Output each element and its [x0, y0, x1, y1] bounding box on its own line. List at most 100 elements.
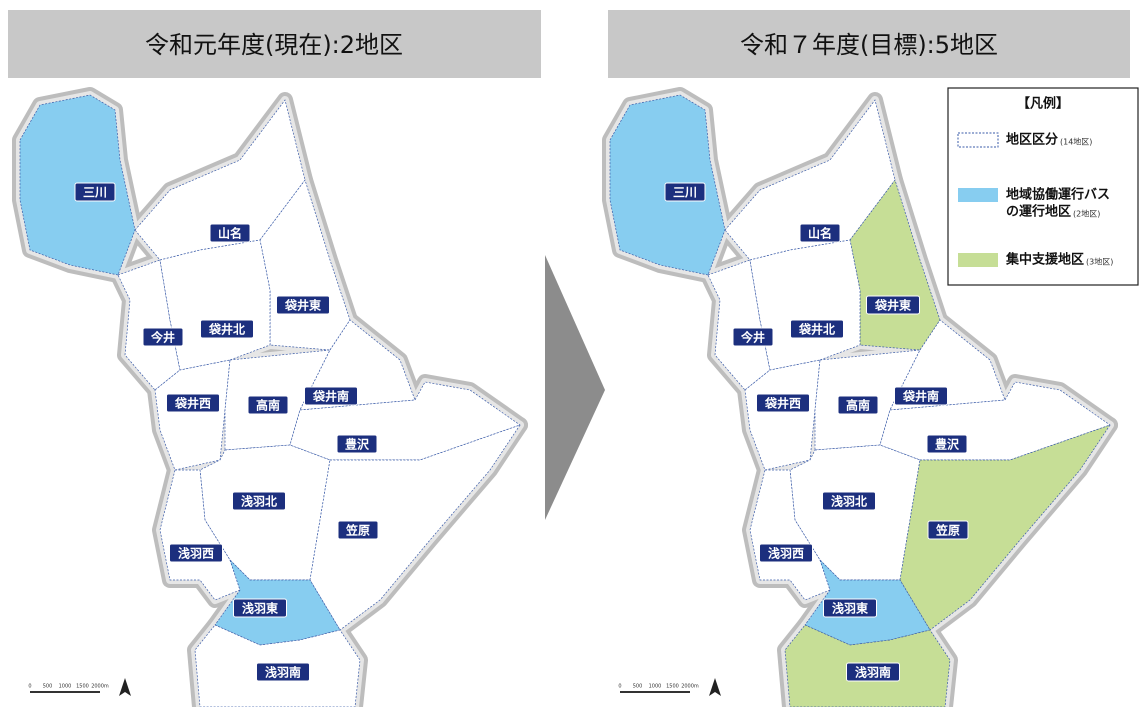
legend-note: (2地区): [1073, 209, 1100, 219]
district: [199, 444, 331, 581]
district-label: 浅羽北: [831, 494, 867, 509]
arrow: [545, 255, 605, 520]
panel-title: 令和元年度(現在):2地区: [145, 31, 403, 59]
district-label: 袋井東: [874, 298, 911, 313]
scale-label: 1500: [666, 684, 679, 690]
district-label: 袋井西: [174, 396, 211, 411]
district-label-box: [846, 662, 900, 682]
district-label: 袋井北: [798, 322, 835, 337]
district-label-box: [304, 386, 358, 406]
district: [749, 469, 831, 601]
district-label-box: [894, 386, 948, 406]
scale-label: 0: [618, 684, 621, 690]
district-label-box: [247, 395, 289, 415]
title-bar: [8, 10, 541, 78]
district-label-box: [166, 393, 220, 413]
district-label-box: [756, 393, 810, 413]
district-label: 袋井東: [284, 298, 321, 313]
legend-note: (14地区): [1060, 137, 1092, 147]
district-label-box: [822, 491, 876, 511]
district: [749, 239, 861, 371]
legend-title: 【凡例】: [1017, 96, 1069, 112]
district-label-box: [759, 543, 813, 563]
district: [309, 424, 521, 631]
district: [159, 239, 271, 371]
district-label-box: [200, 319, 254, 339]
district-label-box: [232, 491, 286, 511]
district-label-box: [256, 662, 310, 682]
panel-title: 令和７年度(目標):5地区: [740, 31, 998, 59]
district-label: 三川: [83, 186, 107, 200]
district-label: 袋井南: [902, 389, 939, 404]
district-label: 山名: [808, 226, 832, 241]
district-label-box: [142, 327, 184, 347]
district: [134, 99, 306, 261]
legend-label: 地域協働運行バス: [1006, 187, 1110, 203]
north-arrow: [709, 678, 721, 696]
legend-note: (3地区): [1086, 257, 1113, 267]
district-label: 浅羽東: [242, 601, 278, 616]
district: [744, 359, 821, 471]
district-label-box: [276, 295, 330, 315]
legend-swatch: [958, 253, 998, 267]
scale-label: 2000m: [91, 684, 109, 690]
scale-label: 1000: [649, 684, 662, 690]
district: [789, 444, 921, 581]
scale-label: 0: [28, 684, 31, 690]
district-label: 山名: [218, 226, 242, 241]
scale-label: 500: [633, 684, 643, 690]
district-label-box: [732, 327, 774, 347]
district-label: 豊沢: [345, 437, 370, 452]
district-label-box: [74, 182, 116, 202]
district-label: 今井: [740, 330, 765, 345]
scale-label: 500: [43, 684, 53, 690]
district-label: 三川: [673, 186, 697, 200]
legend-label: の運行地区: [1006, 204, 1071, 220]
scale-label: 1000: [59, 684, 72, 690]
district-label: 高南: [256, 398, 280, 413]
district-label: 浅羽西: [178, 546, 214, 561]
district-label-box: [337, 520, 379, 540]
district-label: 浅羽南: [265, 665, 301, 680]
scale-label: 2000m: [681, 684, 699, 690]
district-label-box: [664, 182, 706, 202]
district-label-box: [927, 520, 969, 540]
legend-swatch: [958, 188, 998, 202]
legend-label: 地区区分: [1006, 132, 1058, 148]
district-label: 笠原: [935, 523, 960, 538]
district: [159, 469, 241, 601]
district-label-box: [336, 434, 378, 454]
district-label: 高南: [846, 398, 870, 413]
scale-label: 1500: [76, 684, 89, 690]
district-label: 浅羽北: [241, 494, 277, 509]
district-label-box: [233, 598, 287, 618]
district-label-box: [169, 543, 223, 563]
district-label: 浅羽南: [855, 665, 891, 680]
district-label-box: [866, 295, 920, 315]
district-label: 浅羽東: [832, 601, 868, 616]
district-label: 袋井南: [312, 389, 349, 404]
district-label: 笠原: [345, 523, 370, 538]
district-label-box: [209, 223, 251, 243]
district-label-box: [926, 434, 968, 454]
title-bar: [608, 10, 1130, 78]
district: [724, 99, 896, 261]
district-label: 豊沢: [935, 437, 960, 452]
legend-box: [947, 87, 1139, 286]
legend-swatch: [957, 132, 999, 148]
district: [154, 359, 231, 471]
district-label-box: [790, 319, 844, 339]
district-label: 袋井西: [764, 396, 801, 411]
district: [899, 424, 1111, 631]
legend-label: 集中支援地区: [1005, 252, 1084, 268]
district-label-box: [837, 395, 879, 415]
north-arrow: [119, 678, 131, 696]
district-label-box: [823, 598, 877, 618]
district-label: 浅羽西: [768, 546, 804, 561]
district-label-box: [799, 223, 841, 243]
district-label: 袋井北: [208, 322, 245, 337]
